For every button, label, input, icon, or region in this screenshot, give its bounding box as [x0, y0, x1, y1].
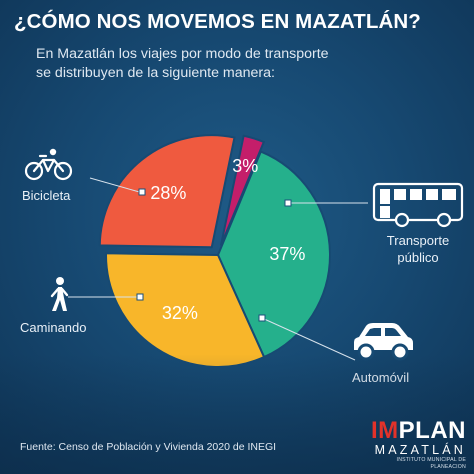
- pie-slice-caminando: [98, 134, 236, 249]
- bicycle-icon: [24, 148, 73, 181]
- slice-value-label: 32%: [162, 303, 198, 323]
- brand-tagline: INSTITUTO MUNICIPAL DE PLANEACION: [396, 457, 466, 470]
- pedestrian-icon: [50, 277, 69, 311]
- bus-icon: [372, 182, 464, 228]
- connector-dot-transporte: [284, 199, 292, 207]
- brand-city: MAZATLÁN: [374, 443, 466, 457]
- brand-name: IMPLAN: [360, 419, 466, 443]
- implan-logo: IMPLAN MAZATLÁN INSTITUTO MUNICIPAL DE P…: [360, 419, 466, 471]
- page-title: ¿CÓMO NOS MOVEMOS EN MAZATLÁN?: [14, 10, 421, 33]
- slice-value-label: 28%: [150, 183, 186, 203]
- label-transporte-line-2: público: [397, 250, 439, 265]
- connector-automovil: [261, 317, 356, 361]
- label-bicicleta: Bicicleta: [22, 188, 71, 203]
- brand-name-rest: PLAN: [398, 417, 466, 444]
- slice-value-label: 3%: [232, 156, 258, 176]
- subtitle-line-2: se distribuyen de la siguiente manera:: [36, 65, 275, 81]
- connector-dot-caminando: [136, 293, 144, 301]
- connector-dot-automovil: [258, 314, 266, 322]
- subtitle-line-1: En Mazatlán los viajes por modo de trans…: [36, 46, 329, 62]
- label-transporte-line-1: Transporte: [386, 233, 450, 248]
- subtitle: En Mazatlán los viajes por modo de trans…: [36, 45, 456, 83]
- car-icon: [354, 323, 413, 361]
- connector-dot-bicicleta: [138, 188, 146, 196]
- slice-value-label: 37%: [269, 244, 305, 264]
- pie-slice-bicicleta: [219, 134, 266, 246]
- label-automovil: Automóvil: [352, 370, 410, 385]
- brand-name-accent: IM: [370, 417, 399, 444]
- source-note: Fuente: Censo de Población y Vivienda 20…: [20, 441, 277, 453]
- label-transporte-publico: Transporte público: [368, 232, 468, 266]
- label-caminando: Caminando: [20, 320, 87, 335]
- connector-bicicleta: [89, 177, 144, 194]
